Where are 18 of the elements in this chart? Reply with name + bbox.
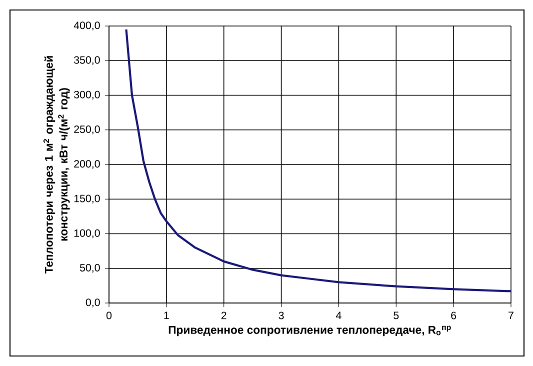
y-tick-label: 50,0 (80, 264, 100, 273)
y-tick-label: 100,0 (74, 229, 100, 238)
x-tick-label: 1 (164, 312, 169, 320)
x-tick-label: 2 (221, 312, 226, 320)
y-tick-label: 0,0 (86, 298, 100, 308)
x-tick-label: 6 (451, 312, 456, 320)
y-tick-label: 350,0 (74, 56, 100, 66)
y-tick-label: 300,0 (74, 90, 100, 100)
x-tick-label: 3 (278, 312, 284, 320)
y-tick-label: 200,0 (74, 160, 100, 169)
x-tick-label: 4 (336, 312, 342, 320)
y-tick-label: 250,0 (74, 125, 100, 134)
y-tick-label: 400,0 (74, 22, 100, 30)
y-tick-label: 150,0 (74, 194, 100, 204)
line-series (125, 28, 511, 292)
x-tick-label: 7 (508, 312, 514, 320)
x-tick-label: 5 (394, 312, 399, 320)
x-tick-label: 0 (106, 312, 112, 320)
